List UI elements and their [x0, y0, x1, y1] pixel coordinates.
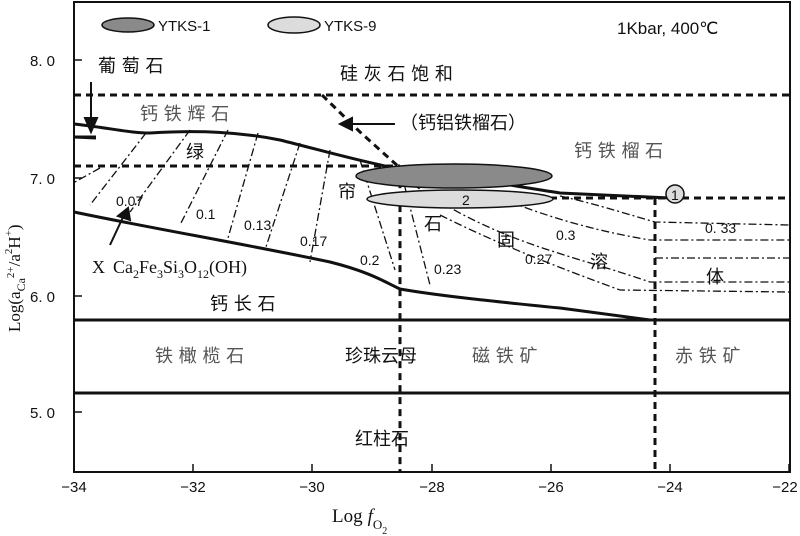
label-andalusite: 红柱石: [355, 429, 409, 450]
label-epidote-3: 石: [424, 214, 442, 235]
label-fayalite: 铁 橄 榄 石: [155, 346, 244, 367]
label-anorthite: 钙 长 石: [210, 294, 275, 315]
y-axis-label: Log(aCa2+/a2H+): [3, 224, 28, 332]
label-epidote-4: 固: [497, 230, 515, 251]
isopleth-label: 0.17: [300, 233, 327, 249]
label-wollastonite: 硅 灰 石 饱 和: [340, 64, 453, 85]
isopleth-label: 0.07: [116, 193, 143, 209]
y-axis: [74, 59, 82, 413]
sample-ytks1-field: [355, 163, 553, 189]
isopleth-label: 0.13: [244, 217, 271, 233]
condition-label: 1Kbar, 400℃: [617, 19, 718, 38]
label-hedenbergite: 钙 铁 辉 石: [140, 104, 229, 125]
label-grossular-bracket: （钙铝铁榴石）: [400, 113, 526, 134]
isopleth-label: 0.23: [434, 261, 461, 277]
x-tick-label: −30: [299, 479, 324, 496]
x-tick-label: −34: [61, 479, 86, 496]
y-tick-label: 6. 0: [30, 289, 55, 306]
isopleth-label: 0. 33: [705, 220, 736, 236]
x-tick-label: −26: [538, 479, 563, 496]
label-epidote-2: 帘: [338, 182, 356, 203]
legend-label-ytks9: YTKS-9: [324, 18, 377, 35]
marker-1-label: 1: [671, 187, 679, 203]
legend-label-ytks1: YTKS-1: [158, 18, 211, 35]
isopleth-label: 0.3: [556, 227, 576, 243]
dashed-phase-boundaries: [74, 93, 789, 472]
label-epidote-6: 体: [706, 267, 724, 288]
isopleth-label: 0.1: [196, 206, 216, 222]
isopleth-label: 0.2: [360, 252, 380, 268]
label-andradite: 钙 铁 榴 石: [574, 141, 663, 162]
x-axis-label: Log fO2: [332, 506, 387, 536]
x-axis: [73, 464, 790, 472]
label-formula: X Ca2Fe3Si3O12(OH): [92, 257, 247, 281]
x-tick-label: −32: [180, 479, 205, 496]
x-tick-label: −28: [419, 479, 444, 496]
y-tick-label: 8. 0: [30, 53, 55, 70]
y-tick-label: 7. 0: [30, 171, 55, 188]
label-magnetite: 磁 铁 矿: [472, 346, 537, 367]
label-hematite: 赤 铁 矿: [675, 346, 740, 367]
legend-marker-ytks1: [101, 17, 155, 33]
isopleth-label: 0.27: [525, 251, 552, 267]
arrows: [83, 82, 395, 246]
x-tick-label: −22: [772, 479, 797, 496]
marker-1: [665, 184, 685, 204]
y-tick-label: 5. 0: [30, 405, 55, 422]
x-tick-label: −24: [657, 479, 682, 496]
label-grape: 葡 萄 石: [98, 56, 163, 77]
marker-2-label: 2: [462, 192, 470, 208]
legend-marker-ytks9: [267, 16, 321, 34]
sample-ytks9-field: [366, 189, 554, 209]
label-margarite: 珍珠云母: [345, 346, 417, 367]
label-epidote-5: 溶: [590, 252, 608, 273]
label-epidote-1: 绿: [186, 142, 204, 163]
